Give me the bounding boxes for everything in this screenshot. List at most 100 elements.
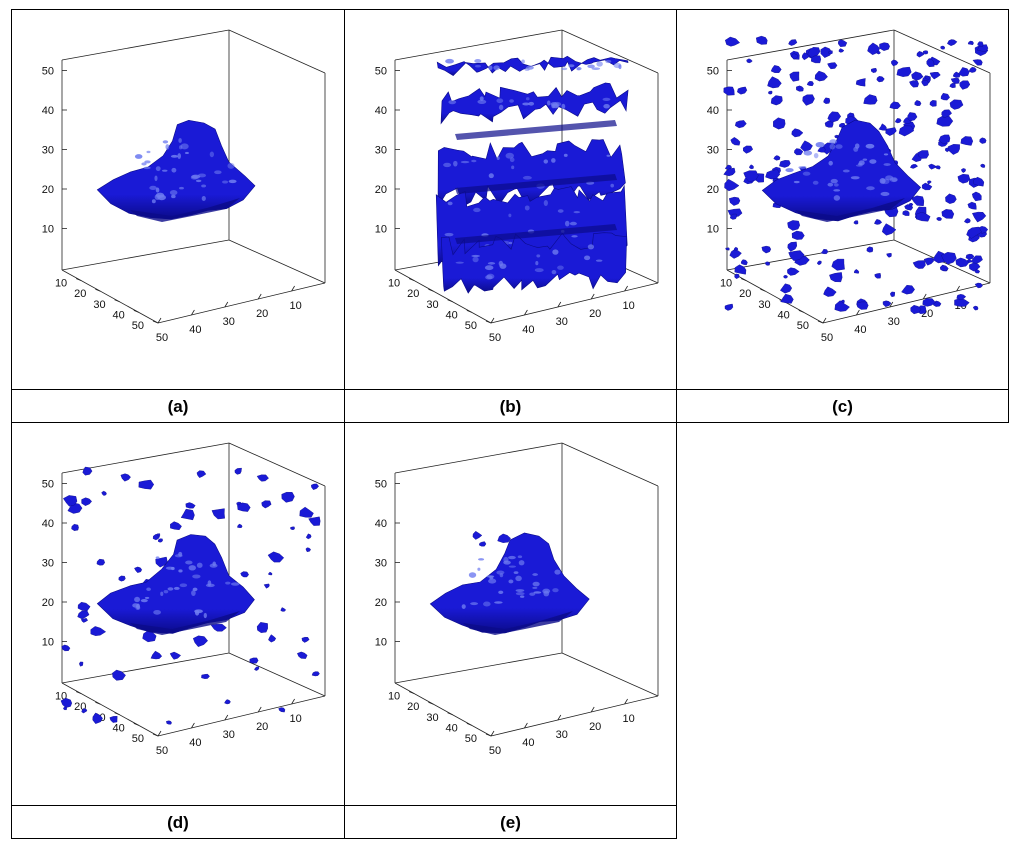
noise-blob <box>834 300 850 312</box>
z-tick-label: 20 <box>707 184 719 196</box>
z-tick-label: 30 <box>42 558 54 570</box>
noise-blob <box>254 666 260 671</box>
noise-blob <box>138 479 155 490</box>
y-tick-label: 20 <box>74 288 86 300</box>
x-tick-label: 30 <box>556 729 568 741</box>
noise-blob <box>964 218 971 224</box>
y-tick-mark <box>428 701 434 705</box>
noise-blob <box>773 117 786 130</box>
noise-blob <box>910 304 922 315</box>
y-tick-mark <box>447 712 453 716</box>
noise-blob <box>969 262 981 272</box>
axis-edge-floor-front <box>394 682 492 737</box>
axis-edge-floor-back <box>61 652 230 684</box>
y-tick-mark <box>760 288 766 292</box>
x-tick-mark <box>956 285 960 292</box>
x-tick-label: 30 <box>556 316 568 328</box>
z-tick-label: 40 <box>42 105 54 117</box>
x-tick-mark <box>590 706 595 713</box>
axis-edge-floor-back <box>726 239 895 271</box>
noise-blob <box>972 211 987 223</box>
noise-blob <box>263 583 270 589</box>
noise-blob <box>765 169 781 180</box>
noise-blob <box>157 538 163 543</box>
noise-blob <box>196 470 207 478</box>
noise-blob <box>761 245 772 254</box>
z-tick-label: 50 <box>707 66 719 78</box>
noise-blob <box>746 58 753 64</box>
axis-edge-floor-back <box>394 652 563 684</box>
noise-blob <box>81 497 92 506</box>
noise-blob <box>915 211 931 222</box>
x-tick-label: 50 <box>156 332 168 344</box>
noise-blob <box>740 259 748 266</box>
z-tick-label: 50 <box>42 479 54 491</box>
noise-blob <box>959 80 971 90</box>
noise-blob <box>941 109 952 119</box>
noise-blob <box>734 273 740 279</box>
noise-blob <box>941 251 957 265</box>
noise-blob <box>977 41 984 47</box>
y-tick-label: 10 <box>55 278 67 290</box>
noise-blob <box>927 180 932 185</box>
y-tick-label: 30 <box>93 299 105 311</box>
axis-edge-floor-near <box>490 282 659 324</box>
x-tick-mark <box>224 714 229 721</box>
noise-blob <box>305 533 312 540</box>
noise-blob <box>61 644 71 652</box>
noise-blob <box>916 51 925 58</box>
axis-edge-floor-right <box>561 652 659 697</box>
axis-edge-top-back <box>394 29 563 61</box>
noise-blob <box>823 97 831 104</box>
axis-edge-top-back <box>61 29 230 61</box>
noise-blob <box>725 247 730 251</box>
noise-blob <box>724 178 740 192</box>
caption-b: (b) <box>499 397 522 416</box>
x-tick-label: 30 <box>223 316 235 328</box>
z-tick-label: 20 <box>42 184 54 196</box>
x-tick-mark <box>257 706 262 713</box>
x-tick-label: 50 <box>489 745 501 757</box>
noise-blob <box>914 100 922 106</box>
z-tick-label: 10 <box>42 637 54 649</box>
noise-blob <box>118 575 126 582</box>
axis-edge-top-right <box>561 29 659 74</box>
noise-blob <box>299 506 314 518</box>
x-tick-label: 50 <box>156 745 168 757</box>
noise-blob <box>921 182 933 191</box>
noise-blob <box>926 58 935 68</box>
noise-blob <box>770 65 782 73</box>
noise-blob <box>954 298 970 307</box>
x-tick-label: 20 <box>256 721 268 733</box>
x-tick-mark <box>557 301 562 308</box>
noise-blob <box>779 160 791 168</box>
y-tick-mark <box>817 320 824 324</box>
noise-blob <box>874 273 881 279</box>
y-tick-label: 10 <box>388 691 400 703</box>
noise-blob <box>800 140 813 152</box>
y-tick-mark <box>741 278 747 281</box>
noise-blob <box>816 260 822 266</box>
noise-blob <box>902 210 910 216</box>
noise-blob <box>831 258 845 271</box>
axis-edge-top-back <box>726 29 895 61</box>
y-tick-mark <box>76 278 82 281</box>
caption-c: (c) <box>832 397 853 416</box>
noise-blob <box>120 473 131 482</box>
axis-edge-floor-front <box>394 269 492 324</box>
noise-blob <box>910 195 925 207</box>
noise-blob <box>947 39 958 47</box>
y-tick-mark <box>485 733 492 737</box>
noise-blob <box>938 134 951 145</box>
noise-blob <box>949 82 956 89</box>
noise-blob <box>278 707 286 713</box>
noise-blob <box>81 708 88 714</box>
y-tick-label: 20 <box>407 288 419 300</box>
noise-blob <box>972 305 979 311</box>
noise-blob <box>791 128 804 138</box>
noise-blob <box>789 71 800 82</box>
x-tick-label: 10 <box>289 713 301 725</box>
noise-blob <box>898 125 915 137</box>
noise-blob <box>733 246 739 252</box>
